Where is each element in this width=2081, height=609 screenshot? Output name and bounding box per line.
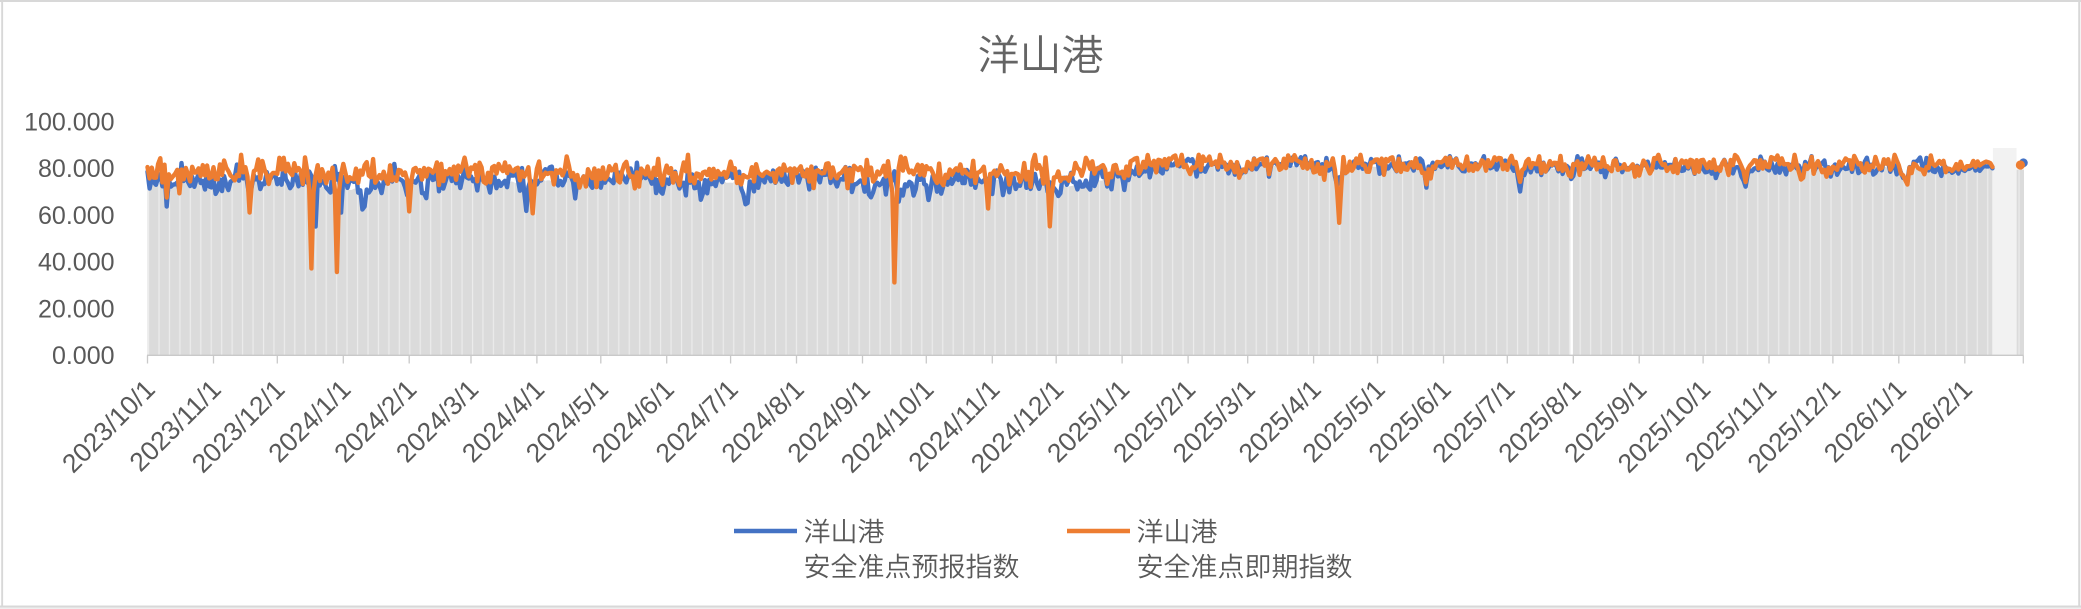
svg-text:20.000: 20.000 — [38, 295, 114, 323]
svg-text:0.000: 0.000 — [52, 342, 115, 370]
svg-text:80.000: 80.000 — [38, 155, 114, 183]
svg-text:60.000: 60.000 — [38, 202, 114, 230]
svg-text:40.000: 40.000 — [38, 249, 114, 277]
svg-text:100.000: 100.000 — [24, 108, 114, 136]
